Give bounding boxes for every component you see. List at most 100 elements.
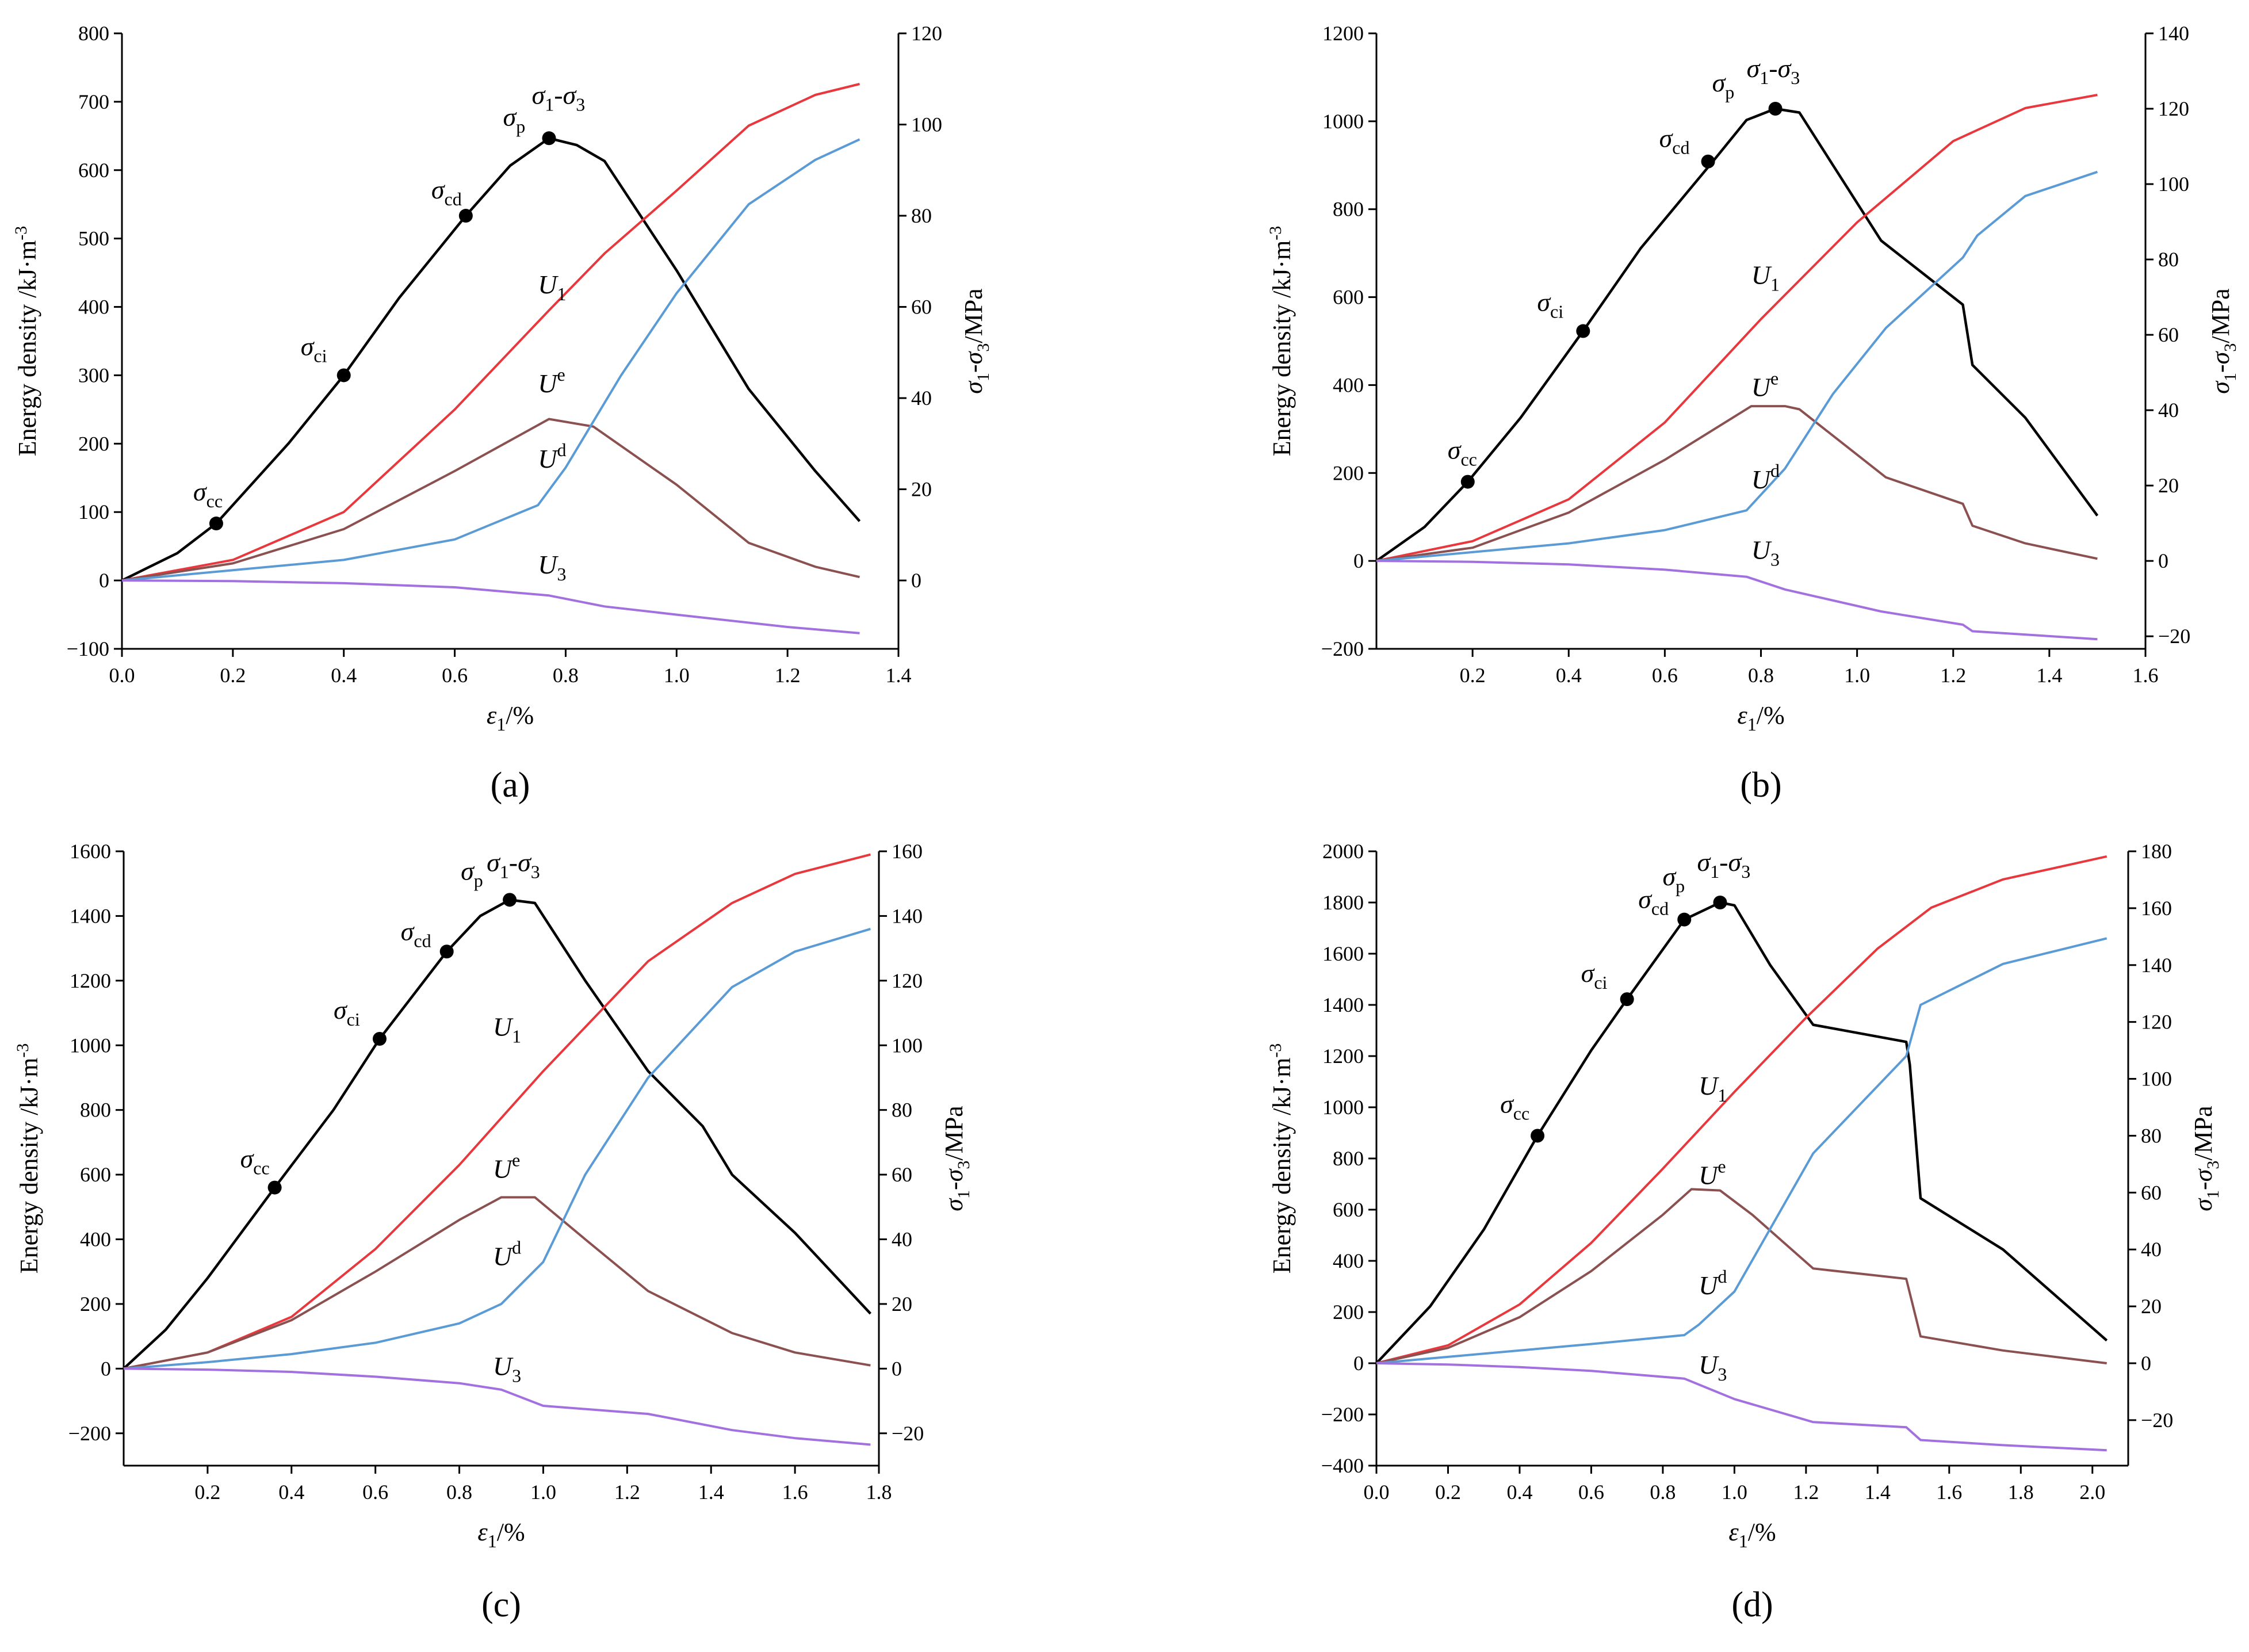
y2-axis-title-part: - (940, 1181, 968, 1190)
y-tick-label: 400 (1333, 373, 1364, 396)
stage-point-p (503, 893, 517, 907)
stage-label-p-sub: p (1676, 875, 1685, 896)
stage-label-cd: σcd (431, 175, 462, 209)
series-line-U3 (1376, 560, 2098, 641)
y2-tick-label: 100 (911, 113, 942, 136)
y-tick-label: 700 (78, 90, 109, 113)
series-label-Ue-sup: e (512, 1150, 520, 1171)
x-axis-title-sub: 1 (1747, 714, 1757, 735)
y2-tick-label: 120 (2158, 97, 2189, 120)
x-tick-label: 1.0 (664, 664, 690, 687)
stage-point-p (1713, 896, 1727, 909)
series-label-Ud-base: U (1751, 465, 1772, 494)
y-tick-label: −400 (1321, 1454, 1364, 1477)
x-tick-label: 1.0 (530, 1481, 556, 1504)
stage-point-cc (267, 1180, 282, 1195)
x-tick-label: 0.0 (109, 664, 135, 687)
y-axis-title-sup: -3 (12, 226, 30, 240)
stage-point-ci (336, 368, 351, 383)
y2-axis-title: σ1-σ3/MPa (959, 288, 993, 393)
y-tick-label: 0 (1353, 1352, 1364, 1375)
y2-tick-label: 80 (892, 1099, 912, 1122)
x-tick-label: 0.4 (1506, 1481, 1532, 1504)
stage-label-p-base: σ (503, 102, 518, 131)
y2-tick-label: 60 (892, 1163, 912, 1186)
stage-label-ci-base: σ (1537, 288, 1551, 317)
y-tick-label: 600 (80, 1163, 111, 1186)
x-axis-title-sub: 1 (488, 1531, 497, 1551)
series-line-Ud (121, 138, 860, 582)
y2-tick-label: −20 (2141, 1409, 2173, 1432)
stage-label-ci-base: σ (334, 995, 348, 1024)
y2-tick-label: −20 (892, 1422, 924, 1445)
y-axis-title: Energy density /kJ·m-3 (1266, 1043, 1296, 1274)
series-label-U3-sub: 3 (557, 564, 566, 584)
x-tick-label: 1.4 (698, 1481, 724, 1504)
x-tick-label: 0.6 (1578, 1481, 1604, 1504)
panel-label: (b) (1740, 766, 1781, 805)
x-axis-title: ε1/% (487, 701, 534, 735)
y-tick-label: 1600 (70, 840, 111, 863)
y2-axis-title-part: 3 (974, 343, 993, 352)
series-line-Ue (123, 1196, 871, 1370)
series-line-U3 (123, 1367, 871, 1446)
stage-point-ci (372, 1032, 387, 1046)
y-tick-label: 1200 (1322, 22, 1364, 45)
panel-label: (d) (1731, 1585, 1773, 1624)
y2-tick-label: 20 (892, 1292, 912, 1316)
stage-label-ci: σci (1537, 288, 1563, 322)
stage-label-ci: σci (334, 995, 360, 1030)
x-tick-label: 1.6 (2133, 664, 2159, 687)
stage-label-ci-sub: ci (1550, 301, 1563, 322)
series-label-stress: σ1-σ3 (532, 80, 586, 114)
series-label-U1-sub: 1 (1718, 1085, 1727, 1106)
series-line-U1 (123, 853, 871, 1370)
y2-tick-label: −20 (2158, 625, 2190, 648)
y2-tick-label: 0 (2158, 549, 2168, 572)
stage-label-ci: σci (1581, 958, 1608, 993)
series-label-stress-part: - (1769, 53, 1777, 83)
y-axis-title-text: Energy density /kJ·m (1268, 240, 1296, 457)
x-axis-title-eps: ε (477, 1518, 488, 1546)
series-line-13 (123, 898, 872, 1370)
series-label-U1-base: U (1699, 1071, 1719, 1100)
y-tick-label: 400 (78, 296, 109, 319)
series-label-U1-base: U (1751, 261, 1772, 290)
y-tick-label: 400 (1333, 1249, 1364, 1272)
series-line-U1 (1376, 94, 2098, 563)
series-line-U3 (121, 579, 860, 634)
chart-panel-c: 0.2 0.4 0.6 0.8 1.0 1.2 1.4 1.6 1.8−200020040060… (13, 840, 973, 1624)
y2-tick-label: 100 (2158, 173, 2189, 196)
x-axis-title-sub: 1 (496, 714, 506, 735)
stage-label-p: σp (1712, 68, 1735, 102)
series-label-stress-part: 3 (531, 861, 540, 882)
y2-tick-label: 140 (2158, 22, 2189, 45)
y2-tick-label: 140 (892, 904, 923, 927)
stage-label-cc-sub: cc (206, 491, 223, 511)
series-label-Ud-base: U (493, 1241, 514, 1271)
stage-point-cd (1701, 154, 1715, 169)
series-label-U3-sub: 3 (1718, 1364, 1727, 1385)
x-tick-label: 1.4 (886, 664, 912, 687)
y-tick-label: −200 (1321, 637, 1364, 660)
series-label-U1-base: U (493, 1012, 514, 1041)
series-label-U3: U3 (538, 550, 566, 584)
series-label-stress-part: σ (518, 847, 532, 877)
x-tick-label: 1.6 (1936, 1481, 1962, 1504)
y-tick-label: 200 (78, 432, 109, 455)
series-label-U1-base: U (538, 270, 559, 299)
y2-tick-label: 60 (911, 296, 932, 319)
series-label-U1: U1 (538, 270, 566, 304)
y2-tick-label: 80 (2158, 248, 2179, 271)
x-axis-title-unit: /% (497, 1518, 525, 1546)
series-label-Ud-base: U (538, 444, 559, 473)
y2-tick-label: 120 (2141, 1011, 2172, 1034)
stage-label-cd: σcd (401, 916, 431, 951)
x-tick-label: 1.4 (2036, 664, 2062, 687)
series-label-Ud: Ud (1699, 1266, 1727, 1300)
x-tick-label: 1.8 (866, 1481, 892, 1504)
y-tick-label: −200 (68, 1422, 111, 1445)
stage-label-cd: σcd (1638, 885, 1669, 919)
x-tick-label: 0.2 (1435, 1481, 1461, 1504)
stage-label-cd-sub: cd (445, 189, 462, 209)
